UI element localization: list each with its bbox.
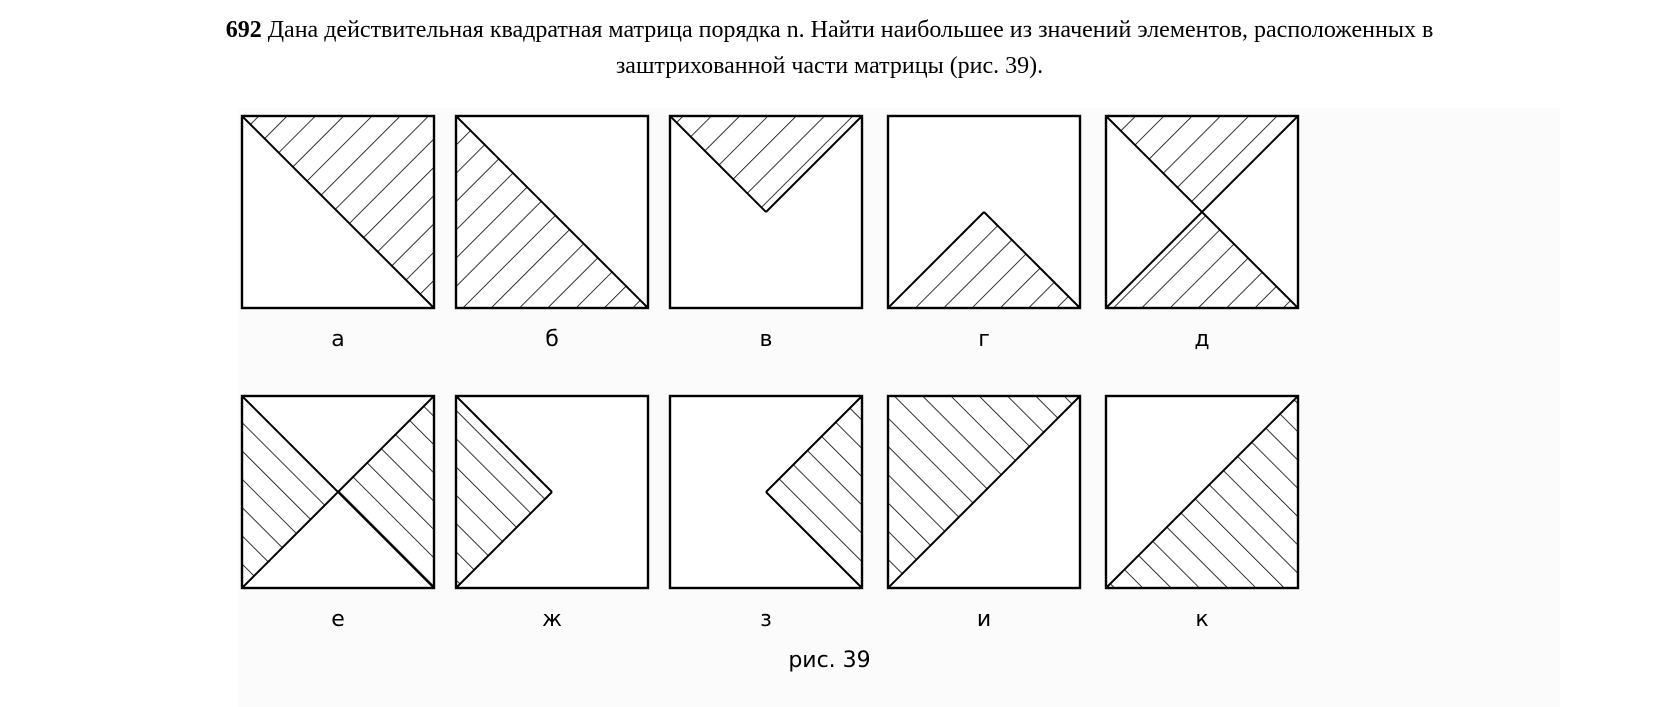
panel-label: в [760, 327, 773, 352]
matrix-diagram-7: ж [454, 394, 650, 632]
figure-39: а б в г д е ж з и к [238, 108, 1560, 707]
matrix-outline [668, 394, 864, 590]
matrix-diagram-2: б [454, 114, 650, 352]
matrix-outline [240, 394, 436, 590]
matrix-diagram-6: е [240, 394, 436, 632]
panel-label: к [1195, 607, 1208, 632]
panel-label: и [977, 607, 991, 632]
problem-line-1: 692 Дана действительная квадратная матри… [0, 12, 1659, 48]
matrix-diagram-4: г [886, 114, 1082, 352]
matrix-outline [886, 394, 1082, 590]
shaded-region [338, 396, 434, 588]
matrix-diagram-3: в [668, 114, 864, 352]
panel-label: б [545, 327, 559, 352]
shaded-region [456, 396, 552, 588]
shaded-region [1106, 116, 1298, 212]
matrix-outline [1104, 394, 1300, 590]
problem-text-line-1: Дана действительная квадратная матрица п… [267, 17, 1434, 43]
panel-label: з [760, 607, 772, 632]
matrix-diagram-9: и [886, 394, 1082, 632]
matrix-diagram-5: д [1104, 114, 1300, 352]
panel-label: д [1194, 327, 1209, 352]
shaded-region [670, 116, 862, 212]
problem-statement: 692 Дана действительная квадратная матри… [0, 12, 1659, 84]
shaded-region [766, 396, 862, 588]
matrix-outline [454, 114, 650, 310]
matrix-outline [240, 114, 436, 310]
panel-label: г [978, 327, 990, 352]
matrix-diagram-8: з [668, 394, 864, 632]
figure-caption: рис. 39 [788, 648, 871, 673]
matrix-diagram-1: а [240, 114, 436, 352]
matrix-outline [454, 394, 650, 590]
matrix-outline [1104, 114, 1300, 310]
shaded-region [888, 212, 1080, 308]
shaded-region [242, 396, 338, 588]
matrix-outline [668, 114, 864, 310]
matrix-diagram-10: к [1104, 394, 1300, 632]
shaded-region [1106, 212, 1298, 308]
matrix-outline [886, 114, 1082, 310]
panel-label: а [331, 327, 344, 352]
problem-number: 692 [225, 17, 262, 43]
matrix-shading-figure: а б в г д е ж з и к [240, 114, 1300, 632]
panel-label: е [331, 607, 345, 632]
problem-text-line-2: заштрихованной части матрицы (рис. 39). [615, 53, 1044, 79]
panel-label: ж [542, 607, 562, 632]
